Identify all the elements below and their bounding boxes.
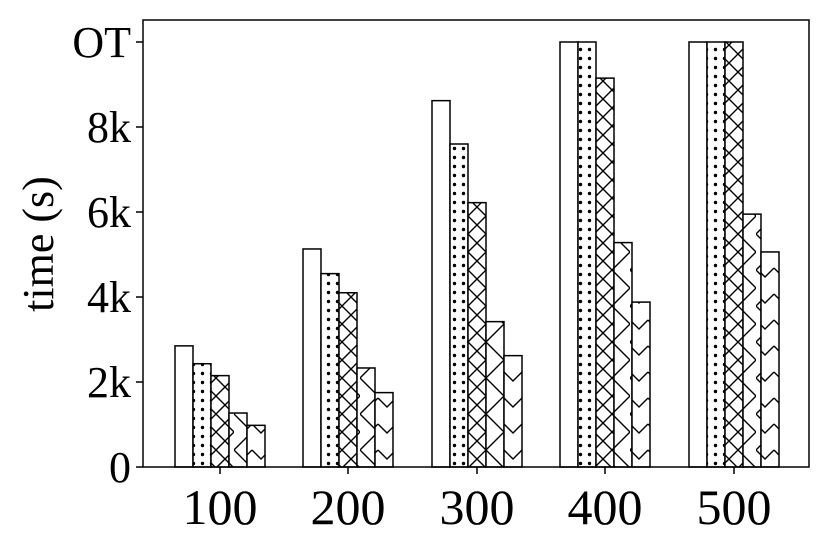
bar-500-series-1 bbox=[688, 41, 708, 468]
bar-500-series-5 bbox=[760, 251, 780, 468]
bar-200-series-3 bbox=[338, 292, 358, 468]
y-tick-label: 8k bbox=[87, 103, 131, 152]
y-tick-label: 2k bbox=[87, 358, 131, 407]
y-tick-label: OT bbox=[72, 18, 131, 67]
x-tick-label: 400 bbox=[568, 479, 643, 535]
bar-100-series-3 bbox=[210, 374, 230, 468]
bar-500-series-4 bbox=[742, 213, 762, 468]
y-axis-label: time (s) bbox=[14, 176, 63, 312]
x-tick-label: 100 bbox=[183, 479, 258, 535]
bar-400-series-3 bbox=[595, 77, 615, 468]
y-tick-label: 0 bbox=[109, 443, 131, 492]
bar-100-series-2 bbox=[192, 362, 212, 468]
bars-layer bbox=[174, 41, 780, 468]
y-tick-label: 6k bbox=[87, 188, 131, 237]
y-axis-ticks: 0 2k 4k 6k 8k OT bbox=[72, 18, 143, 492]
bar-300-series-5 bbox=[503, 354, 523, 468]
bar-200-series-1 bbox=[302, 248, 322, 468]
bar-400-series-5 bbox=[631, 301, 651, 468]
bar-300-series-4 bbox=[485, 320, 505, 468]
y-tick-label: 4k bbox=[87, 273, 131, 322]
x-tick-label: 200 bbox=[311, 479, 386, 535]
bar-300-series-2 bbox=[449, 143, 469, 468]
plot-frame bbox=[142, 19, 810, 468]
bar-400-series-2 bbox=[577, 41, 597, 468]
x-tick-label: 300 bbox=[440, 479, 515, 535]
bar-200-series-5 bbox=[374, 391, 394, 468]
x-tick-label: 500 bbox=[697, 479, 772, 535]
bar-500-series-2 bbox=[706, 41, 726, 468]
x-axis-ticks: 100 200 300 400 500 bbox=[183, 467, 772, 535]
bar-300-series-3 bbox=[467, 201, 487, 468]
bar-400-series-4 bbox=[613, 241, 633, 468]
bar-100-series-1 bbox=[174, 345, 194, 468]
bar-500-series-3 bbox=[724, 41, 744, 468]
bar-200-series-2 bbox=[320, 272, 340, 468]
bar-400-series-1 bbox=[559, 41, 579, 468]
bar-300-series-1 bbox=[431, 99, 451, 468]
bar-100-series-5 bbox=[246, 424, 266, 468]
bar-100-series-4 bbox=[228, 412, 248, 468]
bar-200-series-4 bbox=[356, 367, 376, 468]
